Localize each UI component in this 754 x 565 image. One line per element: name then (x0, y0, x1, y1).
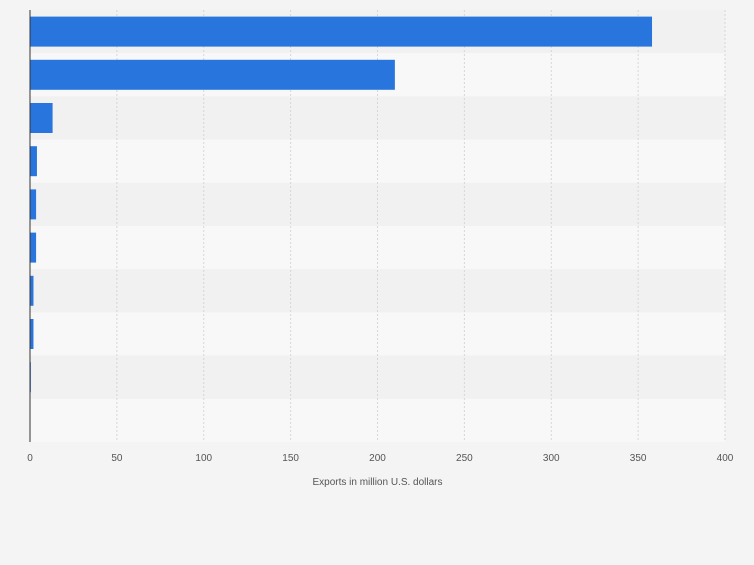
bar (30, 232, 37, 263)
bar (30, 275, 34, 306)
bar (30, 319, 34, 349)
bar (30, 189, 37, 220)
x-tick-label: 100 (195, 453, 212, 464)
bar (30, 59, 395, 90)
x-tick-label: 50 (111, 453, 123, 464)
bar (30, 16, 653, 47)
x-axis-ticks: 0 50 100 150 200 250 300 350 400 (27, 453, 734, 464)
x-tick-label: 300 (543, 453, 560, 464)
x-tick-label: 150 (282, 453, 299, 464)
bar (30, 103, 53, 133)
bars (30, 16, 653, 393)
x-tick-label: 200 (369, 453, 386, 464)
x-tick-label: 250 (456, 453, 473, 464)
bar (30, 146, 37, 177)
x-axis-title: Exports in million U.S. dollars (312, 477, 442, 488)
x-tick-label: 400 (717, 453, 734, 464)
x-tick-label: 350 (630, 453, 647, 464)
x-tick-label: 0 (27, 453, 33, 464)
